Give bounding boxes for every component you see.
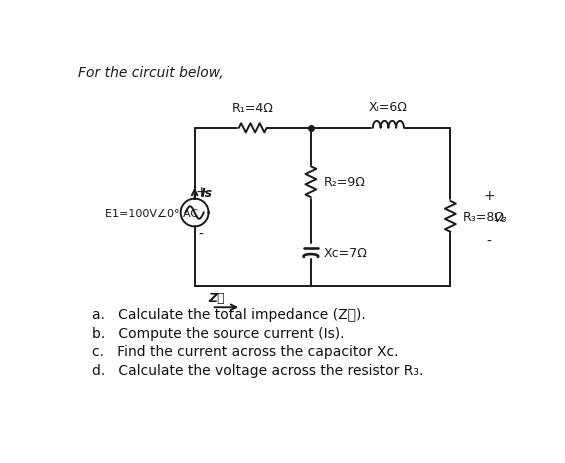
Text: Xc=7Ω: Xc=7Ω	[323, 246, 367, 259]
Text: For the circuit below,: For the circuit below,	[79, 66, 224, 80]
Text: +: +	[483, 188, 495, 202]
Text: R₂=9Ω: R₂=9Ω	[323, 176, 365, 189]
Text: -: -	[198, 228, 203, 242]
Text: b.   Compute the source current (Is).: b. Compute the source current (Is).	[92, 326, 345, 340]
Text: d.   Calculate the voltage across the resistor R₃.: d. Calculate the voltage across the resi…	[92, 363, 424, 377]
Text: a.   Calculate the total impedance (Zᴤ).: a. Calculate the total impedance (Zᴤ).	[92, 307, 366, 321]
Text: R₁=4Ω: R₁=4Ω	[232, 102, 273, 115]
Text: c.   Find the current across the capacitor Xc.: c. Find the current across the capacitor…	[92, 344, 399, 358]
Text: E1=100V∠0° AC: E1=100V∠0° AC	[106, 208, 198, 218]
Text: -: -	[486, 235, 492, 249]
Text: Zᴤ: Zᴤ	[208, 292, 225, 305]
Text: R₃=8Ω: R₃=8Ω	[463, 210, 505, 224]
Text: V₃: V₃	[493, 212, 506, 225]
Text: Xₗ=6Ω: Xₗ=6Ω	[369, 101, 408, 114]
Text: Is: Is	[201, 187, 213, 200]
Text: +: +	[195, 185, 207, 199]
